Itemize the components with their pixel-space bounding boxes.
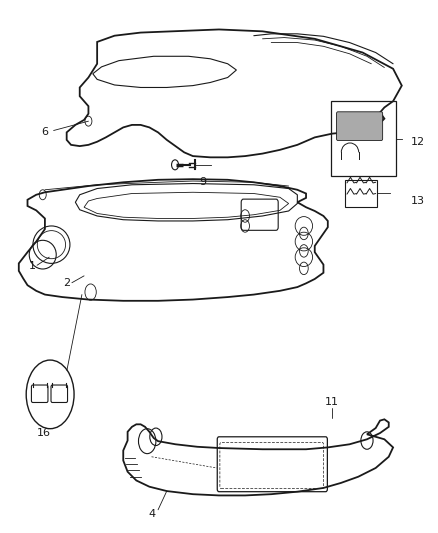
Text: 13: 13 [410,196,424,206]
FancyBboxPatch shape [336,112,383,141]
Text: 2: 2 [63,278,70,288]
Text: 4: 4 [148,509,155,519]
Text: 12: 12 [410,137,424,147]
Text: 9: 9 [199,177,206,187]
Text: 6: 6 [42,127,49,138]
Text: 16: 16 [37,428,51,438]
Text: 11: 11 [325,397,339,407]
Text: 1: 1 [29,261,36,271]
